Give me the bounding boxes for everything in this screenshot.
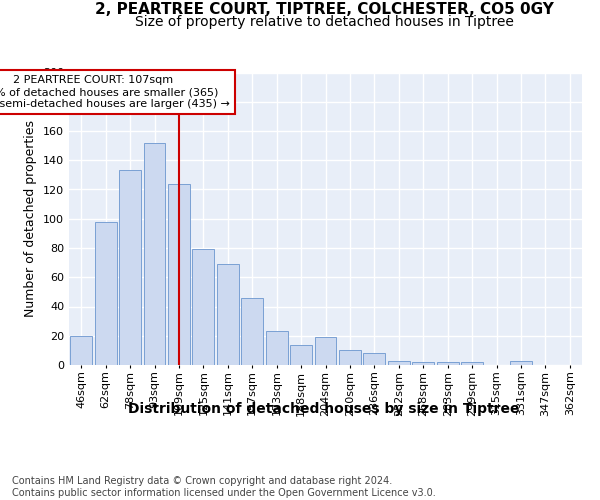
- Bar: [193, 250, 214, 365]
- Bar: [510, 360, 532, 365]
- Bar: [314, 337, 337, 365]
- Bar: [241, 298, 263, 365]
- Bar: [364, 354, 385, 365]
- Y-axis label: Number of detached properties: Number of detached properties: [25, 120, 37, 318]
- Bar: [119, 170, 141, 365]
- Text: Size of property relative to detached houses in Tiptree: Size of property relative to detached ho…: [134, 15, 514, 29]
- Bar: [70, 336, 92, 365]
- Text: 2 PEARTREE COURT: 107sqm
← 46% of detached houses are smaller (365)
54% of semi-: 2 PEARTREE COURT: 107sqm ← 46% of detach…: [0, 76, 230, 108]
- Bar: [290, 344, 312, 365]
- Bar: [461, 362, 483, 365]
- Bar: [339, 350, 361, 365]
- Text: Distribution of detached houses by size in Tiptree: Distribution of detached houses by size …: [128, 402, 520, 416]
- Bar: [437, 362, 458, 365]
- Bar: [266, 332, 287, 365]
- Bar: [143, 142, 166, 365]
- Bar: [217, 264, 239, 365]
- Bar: [388, 360, 410, 365]
- Text: 2, PEARTREE COURT, TIPTREE, COLCHESTER, CO5 0GY: 2, PEARTREE COURT, TIPTREE, COLCHESTER, …: [95, 2, 553, 18]
- Bar: [95, 222, 116, 365]
- Bar: [412, 362, 434, 365]
- Bar: [168, 184, 190, 365]
- Text: Contains HM Land Registry data © Crown copyright and database right 2024.
Contai: Contains HM Land Registry data © Crown c…: [12, 476, 436, 498]
